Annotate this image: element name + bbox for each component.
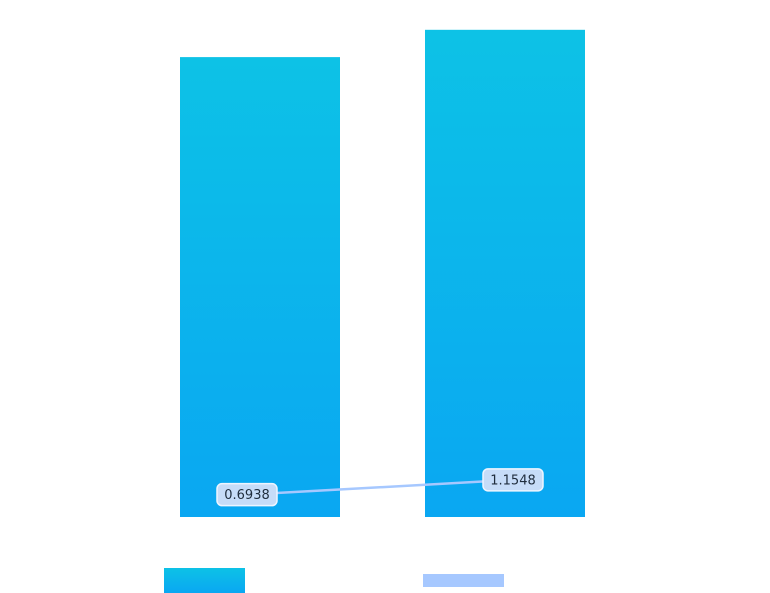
bar <box>180 57 340 517</box>
point-label: 0.6938 <box>224 488 270 503</box>
point-label-box <box>482 468 544 492</box>
legend-swatch <box>423 574 504 587</box>
line <box>246 478 514 496</box>
point-label: 1.1548 <box>490 473 536 488</box>
legend-swatch <box>164 568 245 593</box>
point-label-box <box>216 482 278 507</box>
bar <box>425 29 585 518</box>
